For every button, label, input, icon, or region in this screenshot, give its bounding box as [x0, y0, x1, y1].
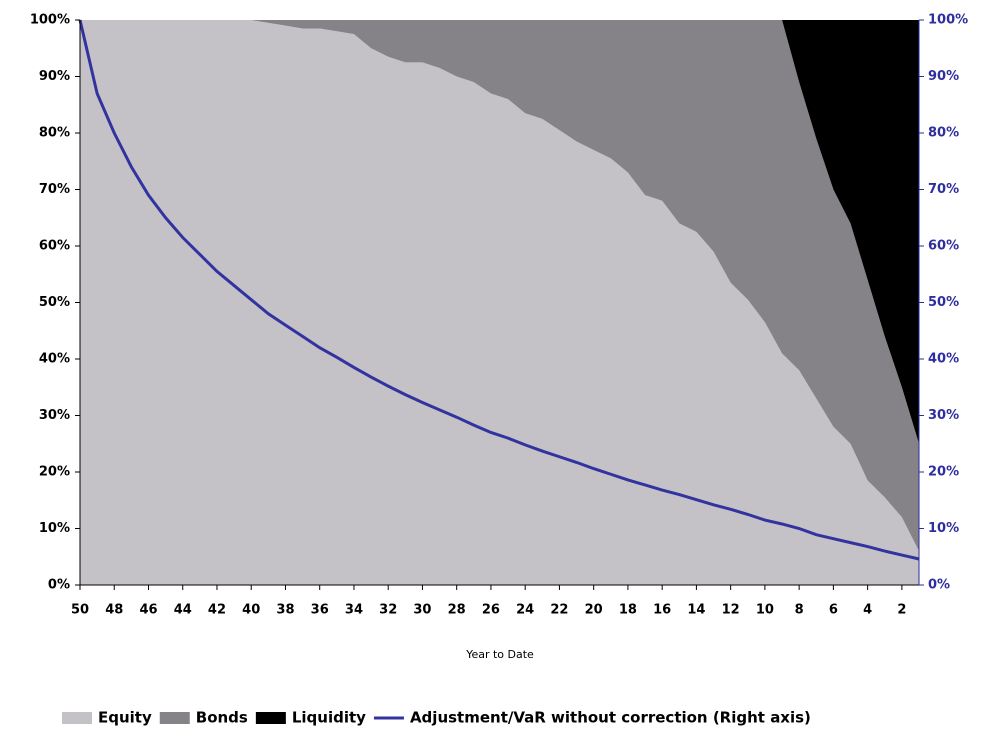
- x-tick-label: 14: [687, 603, 705, 618]
- y-tick-label: 80%: [39, 126, 70, 141]
- x-tick-label: 26: [482, 603, 500, 618]
- x-tick-label: 6: [829, 603, 838, 618]
- legend-swatch: [159, 712, 190, 724]
- y2-tick-label: 70%: [928, 182, 959, 197]
- x-tick-label: 28: [448, 603, 466, 618]
- y-tick-label: 100%: [30, 13, 70, 28]
- y2-tick-label: 50%: [928, 295, 959, 310]
- x-tick-label: 40: [242, 603, 260, 618]
- y2-tick-label: 20%: [928, 465, 959, 480]
- x-tick-label: 10: [756, 603, 774, 618]
- y-tick-label: 40%: [39, 352, 70, 367]
- x-tick-label: 32: [379, 603, 397, 618]
- x-tick-label: 22: [550, 603, 568, 618]
- x-tick-label: 20: [585, 603, 603, 618]
- y2-tick-label: 90%: [928, 69, 959, 84]
- legend-label: Liquidity: [292, 709, 366, 727]
- legend-swatch: [255, 712, 286, 724]
- x-tick-label: 12: [722, 603, 740, 618]
- area: [80, 20, 919, 585]
- y-tick-label: 30%: [39, 408, 70, 423]
- x-axis-label: Year to Date: [465, 648, 534, 661]
- area: [80, 20, 919, 444]
- x-tick-label: 38: [276, 603, 294, 618]
- x-tick-label: 36: [311, 603, 329, 618]
- y-tick-label: 70%: [39, 182, 70, 197]
- x-tick-label: 34: [345, 603, 363, 618]
- y2-tick-label: 10%: [928, 521, 959, 536]
- line: [78, 19, 920, 561]
- y2-tick-label: 100%: [928, 13, 968, 28]
- x-tick-label: 48: [105, 603, 123, 618]
- x-tick-label: 44: [174, 603, 192, 618]
- x-tick-label: 16: [653, 603, 671, 618]
- y2-tick-label: 60%: [928, 239, 959, 254]
- legend-label: Bonds: [196, 709, 248, 727]
- x-tick-label: 2: [897, 603, 906, 618]
- y2-tick-label: 80%: [928, 126, 959, 141]
- y-tick-label: 90%: [39, 69, 70, 84]
- area: [80, 20, 919, 552]
- y-tick-label: 10%: [39, 521, 70, 536]
- y2-tick-label: 0%: [928, 578, 950, 593]
- legend-label: Equity: [98, 709, 152, 727]
- legend-swatch: [62, 712, 92, 724]
- y-tick-label: 60%: [39, 239, 70, 254]
- x-tick-label: 42: [208, 603, 226, 618]
- x-tick-label: 24: [516, 603, 534, 618]
- x-tick-label: 30: [413, 603, 431, 618]
- y-tick-label: 50%: [39, 295, 70, 310]
- x-tick-label: 8: [795, 603, 804, 618]
- y-tick-label: 0%: [48, 578, 70, 593]
- x-tick-label: 4: [863, 603, 872, 618]
- x-tick-label: 46: [139, 603, 157, 618]
- x-tick-label: 18: [619, 603, 637, 618]
- y2-tick-label: 30%: [928, 408, 959, 423]
- y-tick-label: 20%: [39, 465, 70, 480]
- legend-label: Adjustment/VaR without correction (Right…: [410, 709, 811, 727]
- y2-tick-label: 40%: [928, 352, 959, 367]
- x-tick-label: 50: [71, 603, 89, 618]
